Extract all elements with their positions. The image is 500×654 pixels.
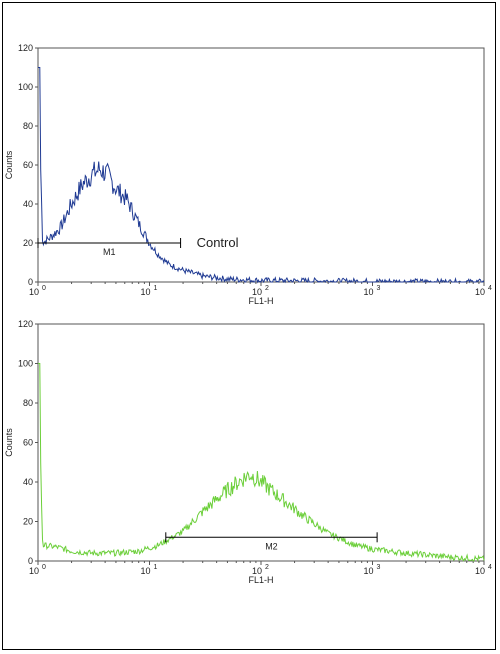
x-tick-label: 10 [140,287,150,297]
x-tick-label: 10 [475,566,485,576]
y-axis-title: Counts [4,428,14,457]
y-axis-title: Counts [4,150,14,179]
x-tick-label: 10 [363,287,373,297]
plot-area-2 [37,323,485,562]
x-tick-exponent: 3 [377,285,381,292]
y-tick-label: 120 [18,319,33,329]
gate-label: M2 [265,541,278,551]
x-tick-exponent: 3 [377,564,381,571]
x-tick-exponent: 1 [154,285,158,292]
x-axis-title: FL1-H [248,296,273,306]
y-tick-label: 0 [28,556,33,566]
x-tick-exponent: 0 [42,285,46,292]
y-tick-label: 100 [18,359,33,369]
y-tick-label: 80 [23,398,33,408]
y-tick-label: 40 [23,199,33,209]
x-tick-exponent: 2 [265,285,269,292]
y-tick-label: 40 [23,477,33,487]
x-tick-exponent: 2 [265,564,269,571]
y-tick-label: 0 [28,277,33,287]
x-tick-label: 10 [140,566,150,576]
y-tick-label: 100 [18,82,33,92]
x-tick-exponent: 4 [488,285,492,292]
x-tick-label: 10 [363,566,373,576]
x-tick-exponent: 4 [488,564,492,571]
y-tick-label: 60 [23,160,33,170]
x-tick-exponent: 1 [154,564,158,571]
y-tick-label: 60 [23,438,33,448]
y-tick-label: 80 [23,121,33,131]
x-axis-title: FL1-H [248,575,273,585]
y-tick-label: 20 [23,238,33,248]
x-tick-label: 10 [29,566,39,576]
x-tick-label: 10 [475,287,485,297]
y-tick-label: 120 [18,43,33,53]
figure-frame [2,2,496,650]
histogram-line [38,363,485,563]
gate-label: M1 [103,247,116,257]
x-tick-exponent: 0 [42,564,46,571]
annotation-label: Control [197,235,239,250]
y-tick-label: 20 [23,517,33,527]
x-tick-label: 10 [252,287,262,297]
x-tick-label: 10 [29,287,39,297]
x-tick-label: 10 [252,566,262,576]
histogram-line [38,67,485,284]
